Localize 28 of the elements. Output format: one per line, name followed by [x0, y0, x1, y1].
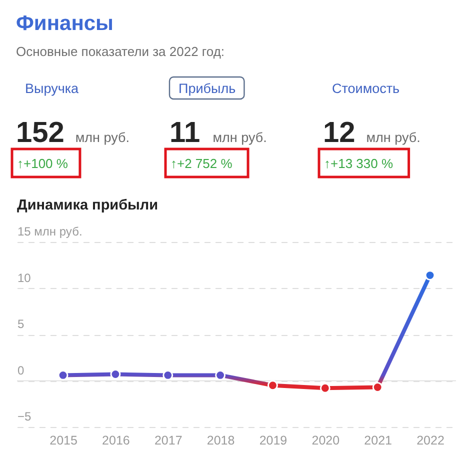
category-label: Прибыль [178, 81, 236, 96]
text: Финансы [16, 12, 114, 35]
data-label: 12 [323, 117, 356, 149]
text: млн руб. [75, 130, 130, 145]
data-label: 11 [170, 117, 200, 149]
x-tick-label: 2021 [364, 434, 392, 448]
chart-title: Динамика прибыли [17, 198, 158, 214]
x-tick-label: 2022 [416, 434, 444, 448]
x-tick-label: 2017 [154, 434, 182, 448]
category-label: Стоимость [332, 81, 400, 96]
y-tick-label: 0 [18, 363, 24, 378]
y-tick-label: 15 млн руб. [18, 224, 82, 238]
x-tick-label: 2020 [312, 434, 340, 448]
y-tick-label: 10 [18, 270, 32, 285]
x-tick-label: 2018 [206, 434, 235, 448]
x-tick-label: 2015 [50, 434, 78, 448]
category-label: Выручка [25, 81, 80, 96]
x-tick-label: 2016 [102, 434, 130, 448]
y-tick-label: 5 [18, 317, 24, 331]
text: ↑+13 330 % [324, 156, 394, 171]
x-tick-label: 2019 [259, 434, 288, 448]
text: ↑+100 % [17, 156, 68, 171]
data-label: 152 [16, 117, 64, 149]
text: млн руб. [212, 130, 267, 145]
text: ↑+2 752 % [170, 156, 233, 171]
text: Основные показатели за 2022 год: [16, 44, 225, 59]
y-tick-label: −5 [18, 410, 32, 424]
text: млн руб. [366, 130, 420, 145]
